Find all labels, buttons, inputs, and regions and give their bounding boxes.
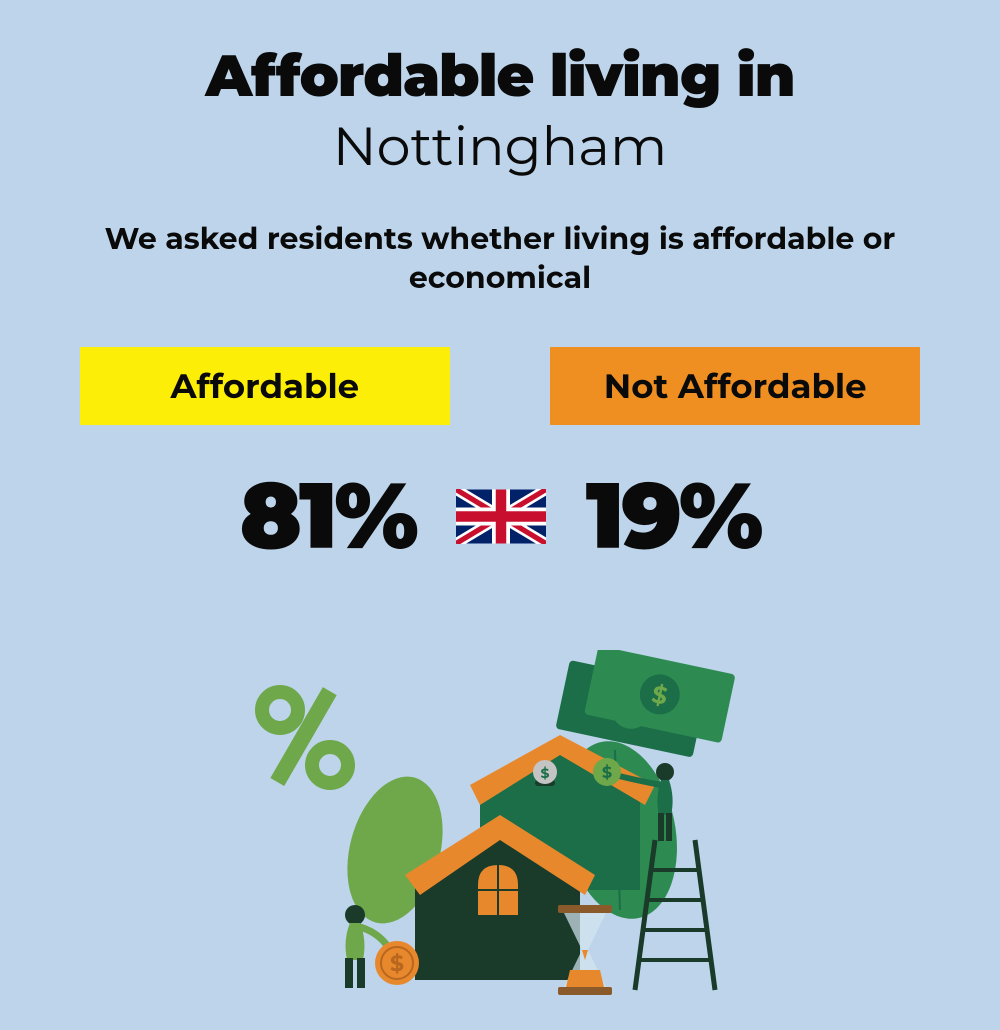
- percent-left: 81%: [240, 460, 416, 572]
- title-line2: Nottingham: [60, 113, 940, 179]
- svg-text:$: $: [602, 764, 612, 783]
- svg-text:$: $: [541, 764, 550, 782]
- title-line1: Affordable living in: [60, 40, 940, 111]
- stat-label-not-affordable: Not Affordable: [550, 347, 920, 425]
- dollar-bills-icon: $: [555, 650, 735, 763]
- uk-flag-icon: [456, 489, 546, 544]
- stat-block-right: Not Affordable: [550, 347, 920, 425]
- money-house-illustration: $ $ $: [220, 650, 780, 1030]
- percent-row: 81% 19%: [60, 460, 940, 572]
- subtitle-text: We asked residents whether living is aff…: [60, 219, 940, 297]
- stat-label-affordable: Affordable: [80, 347, 450, 425]
- svg-text:$: $: [390, 950, 404, 977]
- infographic-container: Affordable living in Nottingham We asked…: [0, 0, 1000, 572]
- stat-block-left: Affordable: [80, 347, 450, 425]
- stats-row: Affordable Not Affordable: [60, 347, 940, 425]
- percent-right: 19%: [586, 460, 761, 572]
- percent-icon: [262, 687, 348, 786]
